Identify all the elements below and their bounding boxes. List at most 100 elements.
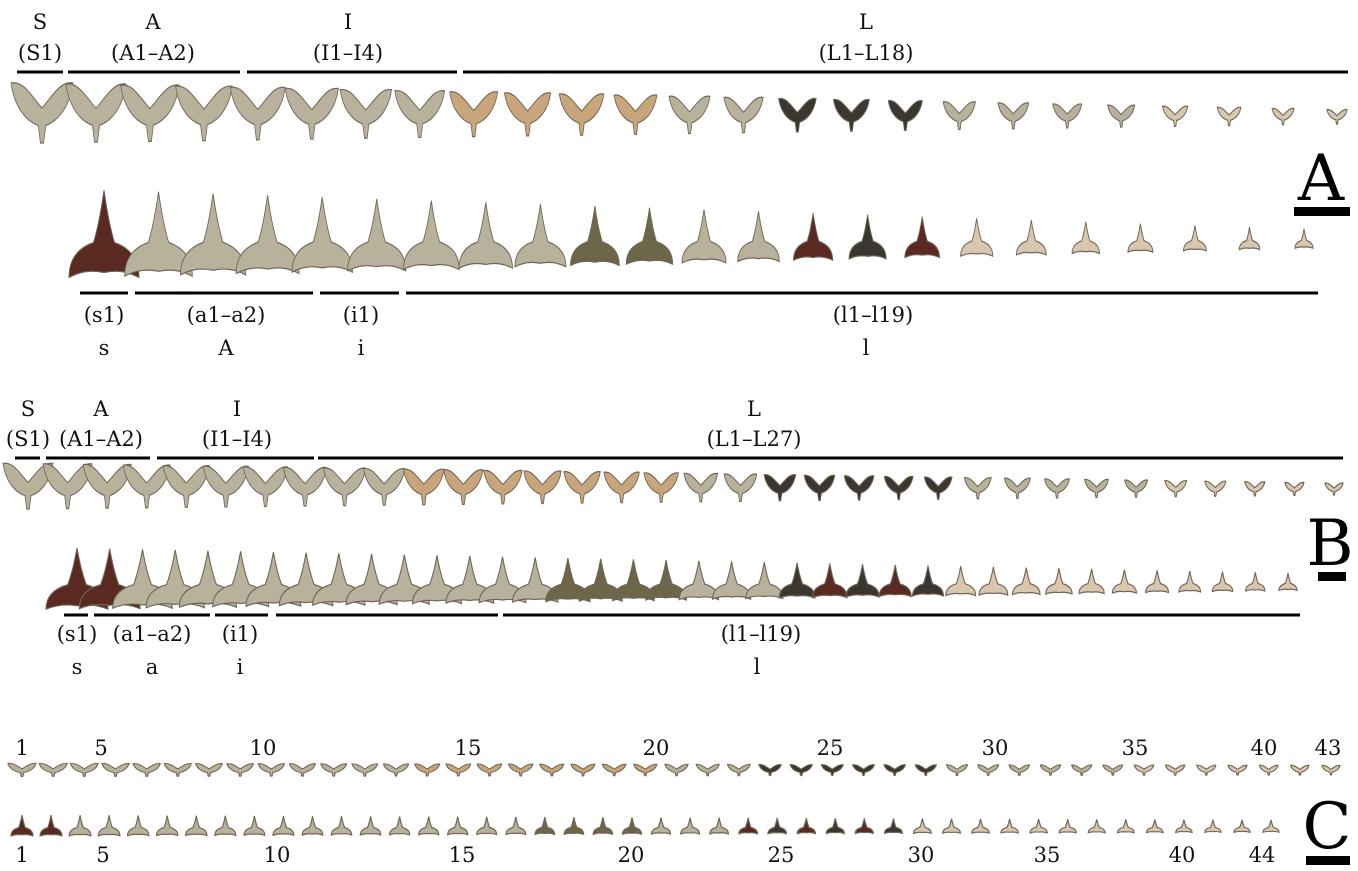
lower-tooth — [1072, 222, 1099, 254]
lower-tooth — [623, 817, 642, 834]
lower-tooth — [1088, 819, 1105, 832]
position-number: 30 — [908, 843, 935, 867]
lower-tooth — [1147, 820, 1164, 833]
lower-tooth — [1179, 571, 1201, 592]
lower-tooth — [979, 567, 1008, 595]
upper-tooth — [477, 764, 501, 776]
lower-tooth — [1046, 568, 1072, 594]
upper-tooth — [724, 97, 763, 132]
lower-tooth — [477, 817, 497, 835]
lower-tooth — [681, 818, 700, 834]
lower-tooth — [564, 817, 583, 834]
upper-tooth — [196, 764, 223, 777]
upper-tooth — [1103, 765, 1123, 775]
lower-tooth — [682, 210, 726, 263]
upper-tooth — [121, 85, 180, 141]
upper-tooth — [1005, 478, 1031, 498]
upper-tooth — [340, 89, 392, 138]
group-label-upper: I — [233, 397, 241, 421]
upper-tooth — [290, 764, 316, 777]
upper-tooth — [11, 83, 73, 143]
lower-tooth — [768, 818, 786, 834]
lower-tooth — [738, 211, 780, 261]
group-label-upper: S — [21, 397, 35, 421]
lower-tooth — [69, 815, 91, 836]
upper-tooth — [884, 765, 905, 776]
upper-tooth — [915, 765, 936, 776]
group-range-lower: (l1–l19) — [833, 303, 913, 327]
lower-tooth — [943, 819, 961, 834]
upper-tooth — [1285, 482, 1304, 495]
lower-tooth — [961, 218, 993, 256]
upper-tooth — [352, 764, 377, 776]
lower-tooth — [186, 816, 207, 836]
lower-tooth — [515, 204, 566, 267]
position-number: 1 — [15, 736, 28, 760]
lower-tooth — [946, 566, 976, 595]
lower-tooth — [128, 816, 149, 836]
lower-tooth — [157, 816, 178, 836]
group-range-upper: (L1–L27) — [707, 427, 802, 451]
upper-tooth — [978, 765, 999, 776]
upper-tooth — [444, 470, 483, 505]
lower-tooth — [739, 818, 758, 834]
group-label-lower: l — [863, 336, 870, 360]
upper-tooth — [8, 763, 36, 776]
lower-tooth — [98, 815, 120, 835]
lower-tooth — [1184, 226, 1207, 251]
lower-tooth — [652, 818, 671, 834]
lower-tooth — [535, 817, 554, 834]
position-number: 35 — [1034, 843, 1061, 867]
lower-tooth — [1112, 570, 1136, 593]
lower-tooth — [679, 561, 718, 600]
lower-tooth — [390, 817, 410, 835]
position-number: 25 — [817, 736, 844, 760]
upper-tooth — [1322, 765, 1340, 775]
upper-tooth — [324, 468, 366, 506]
group-label-upper: A — [92, 397, 109, 421]
upper-tooth — [834, 99, 870, 131]
lower-tooth — [846, 564, 879, 597]
group-range-upper: (I1–I4) — [313, 41, 383, 65]
group-label-lower: i — [237, 655, 244, 679]
upper-tooth — [724, 474, 757, 501]
lower-tooth — [506, 817, 526, 835]
upper-tooth — [1125, 480, 1148, 497]
group-label-upper: I — [344, 10, 352, 34]
lower-tooth — [794, 213, 833, 260]
upper-tooth — [888, 101, 922, 131]
upper-tooth — [728, 764, 751, 775]
lower-tooth — [571, 206, 620, 266]
position-number: 20 — [643, 736, 670, 760]
upper-tooth — [123, 465, 170, 508]
position-number: 20 — [618, 843, 645, 867]
upper-tooth — [1325, 483, 1343, 495]
lower-tooth — [879, 565, 911, 597]
position-number: 10 — [264, 843, 291, 867]
upper-tooth — [230, 87, 285, 140]
position-number: 35 — [1122, 736, 1149, 760]
upper-tooth — [665, 764, 688, 775]
lower-tooth — [1059, 819, 1076, 833]
upper-tooth — [1197, 765, 1216, 775]
position-number: 5 — [96, 843, 109, 867]
upper-tooth — [1272, 108, 1294, 124]
upper-tooth — [1217, 107, 1241, 125]
upper-tooth — [1205, 481, 1226, 496]
panel-a: S (S1) A (A1–A2) I (I1–I4) L (L1–L18) (s… — [11, 10, 1350, 360]
position-number: 44 — [1249, 843, 1276, 867]
upper-tooth — [764, 475, 796, 501]
upper-tooth — [484, 470, 522, 504]
upper-tooth — [571, 764, 595, 776]
upper-tooth — [844, 476, 874, 500]
upper-tooth — [446, 764, 471, 776]
upper-tooth — [884, 476, 913, 499]
lower-tooth — [1234, 820, 1250, 832]
lower-tooth — [40, 815, 62, 836]
upper-tooth — [1245, 482, 1265, 496]
upper-tooth — [1291, 765, 1309, 775]
upper-tooth — [1040, 765, 1060, 775]
upper-tooth-row — [8, 763, 1340, 776]
upper-tooth — [853, 765, 875, 776]
